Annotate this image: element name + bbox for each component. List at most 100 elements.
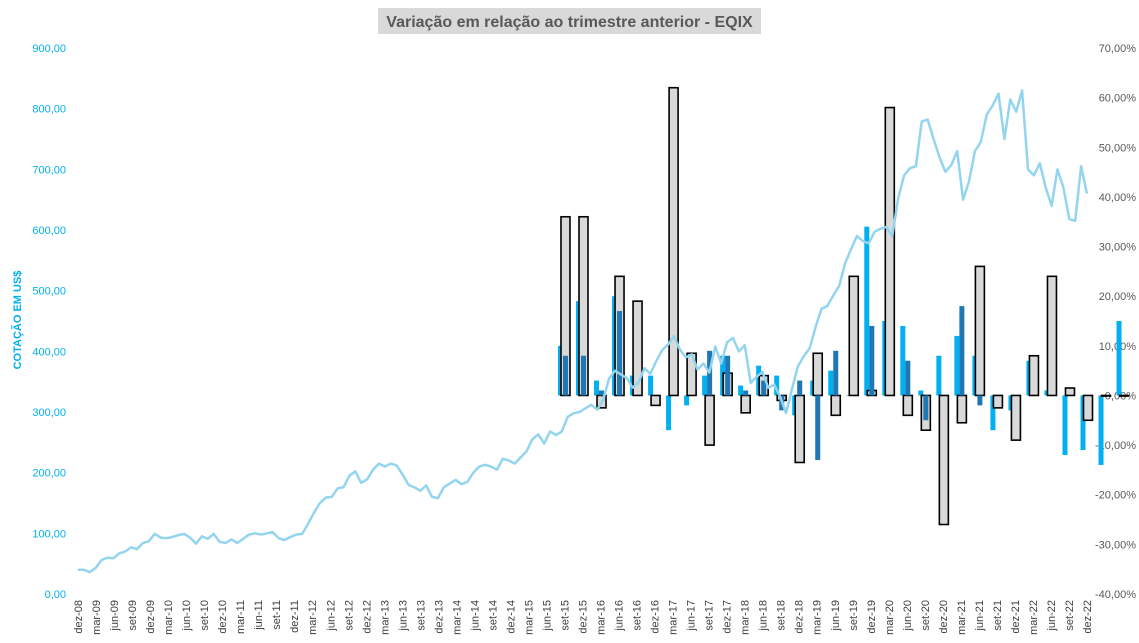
x-tick-label: mar-14 bbox=[451, 600, 463, 635]
y-left-tick-label: 0,00 bbox=[45, 589, 66, 601]
bar-series-a bbox=[648, 375, 654, 396]
y-left-tick-label: 200,00 bbox=[32, 468, 66, 480]
x-tick-label: set-18 bbox=[776, 600, 788, 631]
bar-series-a bbox=[774, 375, 780, 396]
bar-series-b bbox=[869, 325, 875, 396]
bar-series-b bbox=[905, 360, 911, 396]
x-tick-label: set-14 bbox=[487, 600, 499, 631]
y-left-tick-label: 900,00 bbox=[32, 43, 66, 55]
bar-series-c bbox=[1118, 394, 1130, 397]
y-axis-left-label: COTAÇÃO EM US$ bbox=[11, 271, 24, 370]
bar-series-c bbox=[1028, 354, 1040, 397]
chart-title: Variação em relação ao trimestre anterio… bbox=[386, 14, 753, 31]
bar-series-c bbox=[704, 394, 715, 446]
bar-series-b bbox=[761, 380, 767, 396]
x-tick-label: mar-13 bbox=[379, 600, 391, 635]
x-tick-label: mar-21 bbox=[956, 600, 968, 635]
x-tick-label: jun-19 bbox=[830, 600, 842, 632]
bar-series-c bbox=[956, 394, 968, 424]
y-right-tick-label: 20,00% bbox=[1099, 291, 1137, 303]
y-left-tick-label: 500,00 bbox=[32, 286, 66, 298]
chart-title-box bbox=[378, 8, 761, 34]
x-tick-label: mar-16 bbox=[596, 600, 608, 635]
x-tick-label: set-13 bbox=[415, 600, 427, 631]
x-tick-label: dez-08 bbox=[73, 600, 85, 634]
x-tick-label: mar-09 bbox=[91, 600, 103, 635]
y-axis-right-ticks: -40,00%-30,00%-20,00%-10,00%0,00%10,00%2… bbox=[1095, 43, 1136, 601]
x-tick-label: set-12 bbox=[343, 600, 355, 631]
x-tick-label: jun-20 bbox=[902, 600, 914, 632]
x-tick-label: dez-20 bbox=[938, 600, 950, 634]
x-tick-label: dez-15 bbox=[578, 600, 590, 634]
bar-series-c bbox=[1100, 394, 1112, 397]
x-tick-label: dez-22 bbox=[1082, 600, 1094, 634]
x-tick-label: jun-18 bbox=[758, 600, 770, 632]
x-tick-label: jun-21 bbox=[974, 600, 986, 632]
bar-series-c bbox=[938, 394, 950, 526]
bars-series-c bbox=[560, 86, 1130, 526]
x-tick-label: mar-19 bbox=[812, 600, 824, 635]
x-tick-label: mar-18 bbox=[740, 600, 752, 635]
bars-series-b bbox=[562, 306, 983, 460]
bar-series-a bbox=[864, 226, 870, 396]
x-tick-label: mar-17 bbox=[668, 600, 680, 635]
bar-series-b bbox=[599, 390, 605, 396]
bar-series-b bbox=[581, 355, 586, 396]
y-axis-left-ticks: 0,00 100,00 200,00 300,00 400,00 500,00 600,00… bbox=[32, 43, 66, 601]
bar-series-a bbox=[666, 395, 672, 431]
bar-series-c bbox=[992, 394, 1004, 409]
bar-series-a bbox=[1116, 321, 1122, 396]
x-tick-label: jun-16 bbox=[614, 600, 626, 632]
bar-series-c bbox=[848, 275, 860, 397]
x-tick-label: jun-09 bbox=[109, 600, 121, 632]
y-left-tick-label: 100,00 bbox=[32, 528, 66, 540]
x-tick-label: set-22 bbox=[1064, 600, 1076, 631]
bar-series-b bbox=[743, 390, 749, 396]
x-tick-label: set-09 bbox=[127, 600, 139, 631]
bar-series-c bbox=[1010, 394, 1022, 441]
bar-series-a bbox=[1098, 395, 1104, 465]
bar-series-a bbox=[1080, 395, 1086, 451]
x-tick-label: dez-17 bbox=[722, 600, 734, 634]
x-tick-label: set-17 bbox=[704, 600, 716, 631]
x-tick-label: dez-13 bbox=[433, 600, 445, 634]
x-tick-label: jun-14 bbox=[469, 600, 481, 632]
x-tick-label: dez-19 bbox=[866, 600, 878, 634]
y-left-tick-label: 800,00 bbox=[32, 104, 66, 116]
x-tick-label: set-16 bbox=[632, 600, 644, 631]
bar-series-c bbox=[668, 86, 679, 397]
y-right-tick-label: -10,00% bbox=[1095, 440, 1136, 452]
bar-series-b bbox=[815, 395, 821, 460]
bar-series-a bbox=[936, 355, 942, 396]
bar-series-a bbox=[954, 335, 960, 396]
bar-series-a bbox=[990, 395, 996, 431]
x-tick-label: jun-10 bbox=[181, 600, 193, 632]
bar-series-c bbox=[794, 394, 806, 464]
x-tick-label: mar-11 bbox=[235, 600, 247, 634]
x-tick-label: set-20 bbox=[920, 600, 932, 631]
y-right-tick-label: -20,00% bbox=[1095, 490, 1136, 502]
bar-series-a bbox=[828, 370, 834, 396]
x-tick-label: jun-15 bbox=[541, 600, 553, 632]
y-left-tick-label: 400,00 bbox=[32, 346, 66, 358]
x-tick-label: jun-11 bbox=[253, 600, 265, 631]
y-right-tick-label: 60,00% bbox=[1099, 93, 1137, 105]
bar-series-c bbox=[1064, 387, 1076, 397]
bar-series-b bbox=[833, 350, 839, 396]
bar-series-a bbox=[1062, 395, 1068, 456]
y-left-tick-label: 600,00 bbox=[32, 225, 66, 237]
bar-series-a bbox=[594, 380, 600, 396]
x-tick-label: dez-11 bbox=[289, 600, 301, 633]
bar-series-c bbox=[632, 300, 643, 397]
bar-series-b bbox=[617, 311, 623, 396]
x-tick-label: jun-13 bbox=[397, 600, 409, 632]
bar-series-c bbox=[902, 394, 914, 417]
x-tick-label: jun-12 bbox=[325, 600, 337, 632]
bar-series-b bbox=[977, 395, 983, 406]
x-tick-label: set-19 bbox=[848, 600, 860, 631]
bar-series-c bbox=[812, 352, 824, 397]
x-tick-label: dez-18 bbox=[794, 600, 806, 634]
x-tick-label: set-10 bbox=[199, 600, 211, 631]
x-tick-label: set-21 bbox=[992, 600, 1004, 631]
